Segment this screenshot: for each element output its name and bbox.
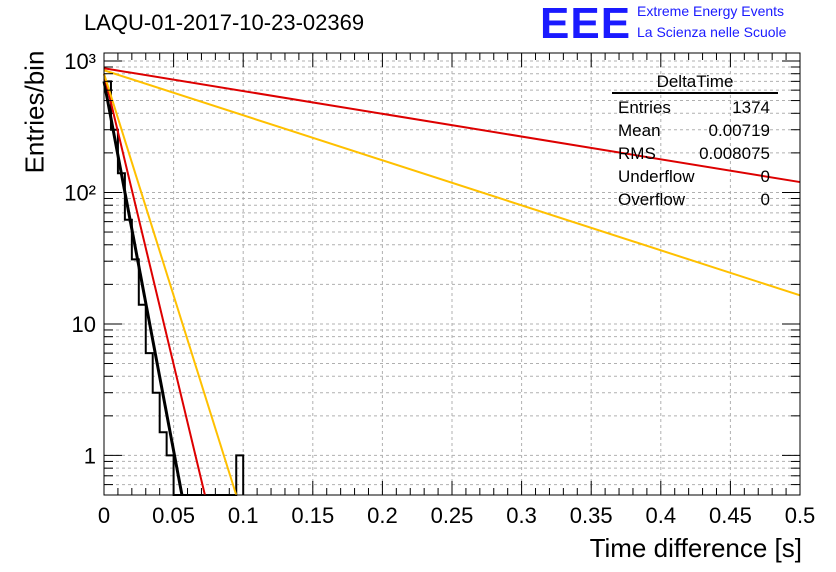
y-tick-label: 10 (72, 312, 96, 337)
stats-row-mean: Mean 0.00719 (612, 119, 778, 142)
y-axis-label: Entries/bin (19, 50, 50, 174)
x-tick-label: 0.15 (291, 503, 334, 528)
chart-title: LAQU-01-2017-10-23-02369 (84, 10, 365, 35)
stats-value: 0.00719 (708, 121, 770, 140)
x-tick-label: 0 (98, 503, 110, 528)
stats-row-rms: RMS 0.008075 (612, 142, 778, 165)
logo-subtitle-line2: La Scienza nelle Scuole (637, 24, 787, 40)
x-tick-label: 0.45 (709, 503, 752, 528)
y-tick-label: 1 (84, 443, 96, 468)
stats-label: RMS (618, 144, 656, 163)
x-tick-label: 0.2 (367, 503, 398, 528)
x-tick-label: 0.25 (431, 503, 474, 528)
series-red-steep (103, 73, 206, 496)
stats-value: 0 (760, 190, 770, 209)
stats-row-overflow: Overflow 0 (612, 188, 778, 211)
series-orange-steep (103, 73, 238, 496)
series-orange-shallow (103, 69, 801, 297)
fit-curves (102, 67, 801, 496)
stats-label: Underflow (618, 167, 695, 186)
x-tick-label: 0.4 (646, 503, 677, 528)
x-axis-label: Time difference [s] (589, 533, 802, 563)
y-tick-label: 10² (64, 180, 96, 205)
stats-row-entries: Entries 1374 (612, 96, 778, 119)
eee-logo: EEE (540, 0, 632, 48)
x-tick-label: 0.1 (228, 503, 259, 528)
grid-lines (104, 53, 800, 496)
stats-label: Mean (618, 121, 661, 140)
x-tick-label: 0.05 (152, 503, 195, 528)
logo-subtitle-line1: Extreme Energy Events (637, 3, 785, 19)
x-tick-label: 0.5 (785, 503, 816, 528)
series-red-shallow (103, 67, 801, 184)
stats-label: Overflow (618, 190, 686, 209)
axis-ticks (103, 53, 801, 496)
stats-label: Entries (618, 98, 671, 117)
x-tick-label: 0.35 (570, 503, 613, 528)
stats-value: 0 (760, 167, 770, 186)
stats-title: DeltaTime (612, 72, 778, 94)
stats-value: 1374 (732, 98, 770, 117)
x-tick-label: 0.3 (506, 503, 537, 528)
stats-box: DeltaTime Entries 1374 Mean 0.00719 RMS … (612, 72, 778, 211)
series-exponential-fit (102, 81, 184, 496)
y-tick-label: 10³ (64, 49, 96, 74)
stats-value: 0.008075 (699, 144, 770, 163)
axis-tick-labels: 0 0.05 0.1 0.15 0.2 0.25 0.3 0.35 0.4 0.45 0.5 1 10 1… (64, 49, 815, 528)
stats-row-underflow: Underflow 0 (612, 165, 778, 188)
